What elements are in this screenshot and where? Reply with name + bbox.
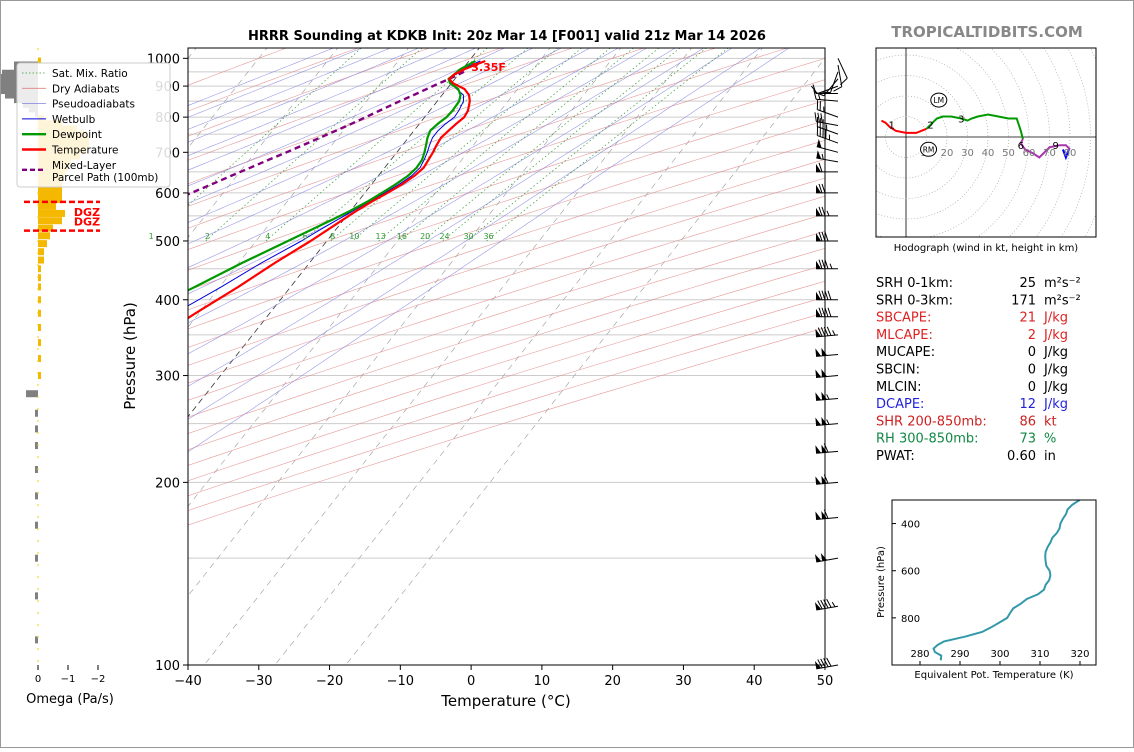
figure-frame xyxy=(0,0,1134,748)
